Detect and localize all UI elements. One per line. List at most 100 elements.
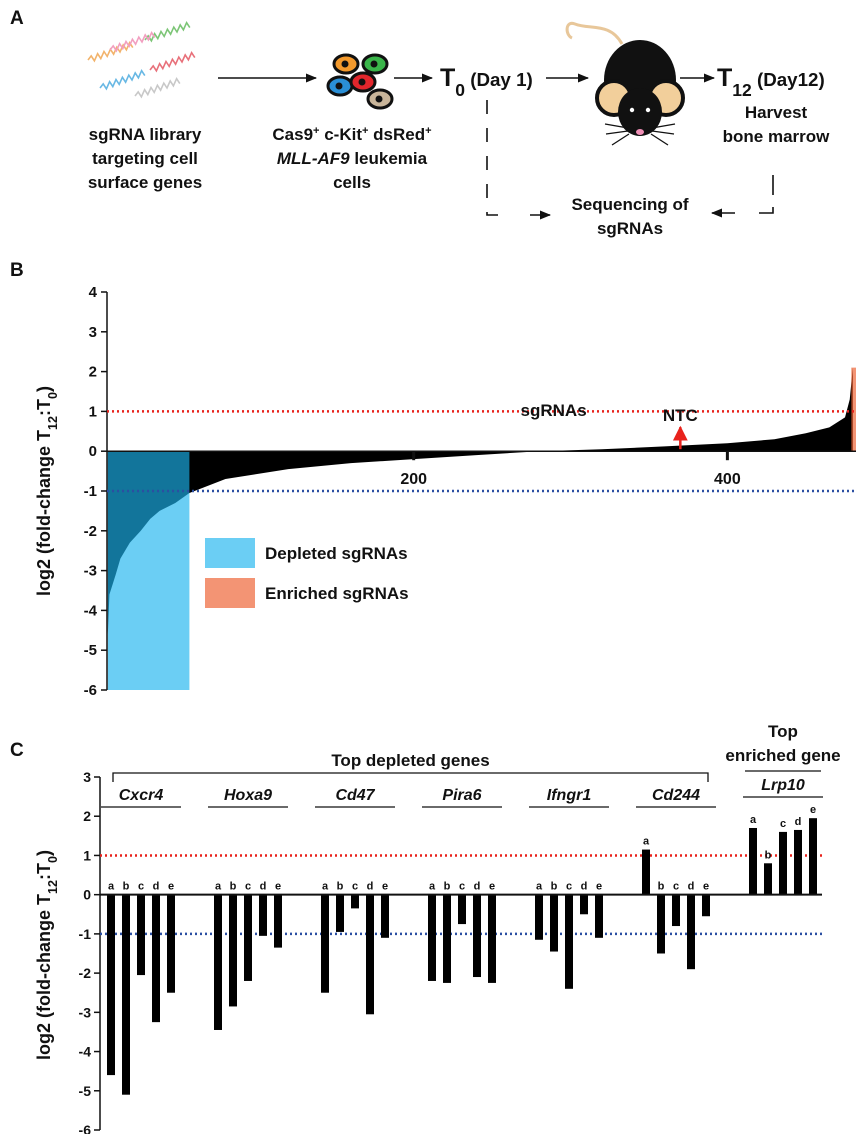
bar-letter: d: [581, 881, 588, 893]
x-tick-label: 200: [400, 471, 427, 488]
gene-label: Cd47: [335, 787, 375, 804]
bar: [535, 894, 543, 940]
t0-label-part: 0: [455, 80, 465, 100]
bar: [351, 894, 359, 909]
bar-letter: d: [260, 881, 267, 893]
gene-label: Cd244: [652, 787, 700, 804]
y-axis-label-part: 12: [46, 880, 60, 894]
panel-label: B: [10, 260, 24, 281]
dashed-connector: [752, 175, 774, 214]
bar: [764, 863, 772, 895]
sgrna-squiggle: [109, 31, 156, 53]
y-axis-label-part: :T: [34, 863, 54, 880]
bar: [794, 829, 802, 895]
legend-label: Enriched sgRNAs: [265, 584, 409, 603]
y-tick-label: 1: [83, 847, 91, 863]
bar-letter: e: [596, 881, 602, 893]
gene-label: Lrp10: [761, 777, 805, 794]
sgrna-squiggle: [87, 41, 134, 63]
y-tick-label: 0: [83, 887, 91, 903]
bar: [672, 894, 680, 927]
t0-label-part: T: [440, 64, 455, 92]
y-tick-label: 0: [89, 443, 97, 460]
library-label: sgRNA library: [89, 125, 202, 144]
sgrna-squiggle: [144, 21, 191, 43]
bar: [214, 894, 222, 1030]
bar-letter: b: [444, 881, 451, 893]
bar-letter: b: [658, 881, 665, 893]
y-axis-label-part: :T: [34, 399, 54, 416]
y-tick-label: -3: [84, 563, 97, 580]
bar: [321, 894, 329, 993]
cells-label: MLL-AF9 leukemia: [277, 149, 428, 168]
bar-letter: a: [643, 836, 650, 848]
bar: [565, 894, 573, 989]
bar: [779, 831, 787, 895]
y-tick-label: -2: [84, 523, 97, 540]
bar-letter: b: [230, 881, 237, 893]
bar-letter: b: [337, 881, 344, 893]
y-axis-label-part: 0: [46, 856, 60, 863]
gene-label: Cxcr4: [119, 787, 164, 804]
bar-letter: b: [551, 881, 558, 893]
bar: [595, 894, 603, 938]
group-title: Top depleted genes: [331, 751, 489, 770]
bar: [749, 827, 757, 895]
x-tick-label: 400: [714, 471, 741, 488]
bar-letter: a: [750, 814, 757, 826]
sgrna-squiggle: [149, 51, 196, 73]
series-label: sgRNAs: [521, 401, 587, 420]
annotation-label: NTC: [663, 406, 698, 425]
y-tick-label: -4: [84, 602, 98, 619]
bar-letter: d: [795, 816, 802, 828]
panel-label: A: [10, 8, 24, 29]
y-tick-label: 4: [89, 284, 98, 301]
bar-letter: e: [168, 881, 174, 893]
bar-letter: c: [352, 881, 358, 893]
group-title: Top: [768, 722, 798, 741]
y-tick-label: -6: [79, 1122, 92, 1134]
y-tick-label: 2: [89, 364, 97, 381]
bar-letter: c: [673, 881, 679, 893]
bar: [702, 894, 710, 917]
bar: [550, 894, 558, 952]
bar-letter: b: [123, 881, 130, 893]
cells-label-part: leukemia: [350, 149, 428, 168]
library-label: targeting cell: [92, 149, 198, 168]
bar-letter: a: [322, 881, 329, 893]
bar-letter: a: [108, 881, 115, 893]
y-axis-label-part: 0: [46, 392, 60, 399]
bar-letter: e: [489, 881, 495, 893]
y-axis-label-part: 12: [46, 416, 60, 430]
y-tick-label: -5: [79, 1083, 92, 1099]
gene-label: Hoxa9: [224, 787, 272, 804]
bar-letter: d: [688, 881, 695, 893]
y-tick-label: 1: [89, 403, 97, 420]
y-tick-label: 2: [83, 808, 91, 824]
mouse-icon: [565, 21, 685, 146]
y-tick-label: -1: [84, 483, 97, 500]
bar-letter: c: [138, 881, 144, 893]
bar-letter: a: [215, 881, 222, 893]
t12-label-part: T: [717, 64, 732, 92]
bar-letter: d: [474, 881, 481, 893]
bar: [642, 849, 650, 895]
cell-nuclei: [335, 60, 383, 103]
highlight-region: [107, 451, 190, 690]
bar: [687, 894, 695, 970]
y-tick-label: -3: [79, 1004, 92, 1020]
bar: [122, 894, 130, 1095]
y-axis-label: log2 (fold-change T12:T0): [34, 386, 60, 596]
y-axis-label-part: log2 (fold-change T: [34, 430, 54, 596]
y-tick-label: -4: [79, 1044, 92, 1060]
bar-letter: c: [780, 818, 786, 830]
cells-label-part: +: [313, 125, 319, 137]
bracket: [112, 772, 709, 782]
bar: [428, 894, 436, 981]
bar: [366, 894, 374, 1015]
bar: [381, 894, 389, 938]
bar-letter: a: [536, 881, 543, 893]
bar-letter: d: [153, 881, 160, 893]
bar: [580, 894, 588, 915]
t12-label-part: (Day12): [752, 69, 825, 90]
